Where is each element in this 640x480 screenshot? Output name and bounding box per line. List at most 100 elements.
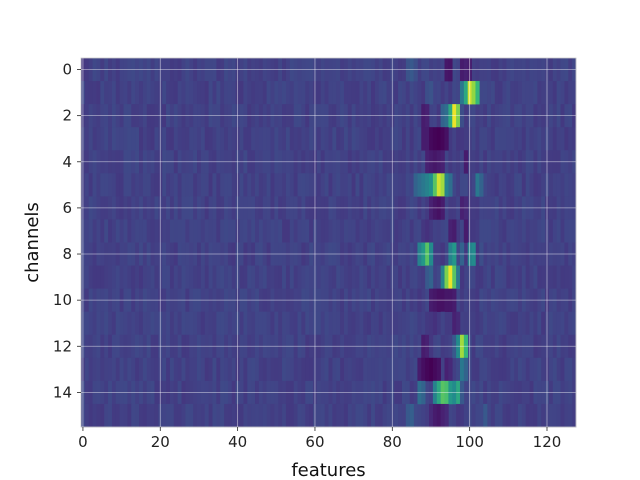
heatmap-cell <box>104 265 109 289</box>
heatmap-cell <box>278 311 283 336</box>
heatmap-cell <box>84 173 90 197</box>
heatmap-cell <box>367 357 372 382</box>
heatmap-cell <box>556 403 561 428</box>
heatmap-cell <box>185 219 190 243</box>
heatmap-cell <box>270 127 275 151</box>
y-tick-label: 4 <box>62 153 72 171</box>
heatmap-cell <box>564 219 569 243</box>
heatmap-cell <box>347 265 353 289</box>
heatmap-cell <box>444 219 449 243</box>
heatmap-cell <box>328 127 333 151</box>
heatmap-cell <box>332 357 337 382</box>
heatmap-cell <box>494 357 499 382</box>
heatmap-cell <box>506 265 511 289</box>
heatmap-cell <box>552 403 557 428</box>
heatmap-cell <box>332 219 337 243</box>
heatmap-cell <box>398 127 403 151</box>
heatmap-cell <box>227 265 233 289</box>
heatmap-cell <box>193 265 198 289</box>
heatmap-cell <box>309 127 314 151</box>
heatmap-cell <box>243 219 248 243</box>
heatmap-cell <box>340 173 345 197</box>
heatmap-cell <box>305 173 310 197</box>
heatmap-cell <box>394 265 399 289</box>
heatmap-cell <box>533 357 538 382</box>
heatmap-cell <box>309 311 314 336</box>
heatmap-cell <box>289 357 294 382</box>
heatmap-cell <box>351 403 356 428</box>
heatmap-cell <box>502 357 507 382</box>
heatmap-cell <box>537 265 542 289</box>
heatmap-cell <box>564 265 569 289</box>
heatmap-cell <box>243 127 248 151</box>
heatmap-cell <box>359 357 364 382</box>
heatmap-cell <box>255 311 260 336</box>
heatmap-cell <box>533 173 538 197</box>
heatmap-cell <box>305 81 310 105</box>
heatmap-cell <box>340 127 345 151</box>
heatmap-cell <box>162 219 167 243</box>
heatmap-cell <box>490 311 496 336</box>
heatmap-cell <box>142 81 148 105</box>
heatmap-cell <box>351 173 356 197</box>
heatmap-cell <box>266 357 271 382</box>
heatmap-cell <box>139 357 144 382</box>
heatmap-cell <box>355 81 360 105</box>
heatmap-cell <box>568 311 573 336</box>
heatmap-cell <box>548 127 554 151</box>
heatmap-cell <box>258 173 264 197</box>
heatmap-cell <box>181 173 186 197</box>
heatmap-cell <box>285 81 291 105</box>
heatmap-cell <box>185 311 190 336</box>
heatmap-cell <box>84 311 90 336</box>
heatmap-cell <box>119 81 124 105</box>
heatmap-cell <box>552 357 557 382</box>
heatmap-cell <box>96 357 101 382</box>
heatmap-cell <box>413 219 418 243</box>
heatmap-hot-cell <box>444 265 449 289</box>
heatmap-cell <box>274 265 279 289</box>
heatmap-cell <box>548 403 554 428</box>
heatmap-cell <box>239 173 244 197</box>
heatmap-cell <box>483 173 488 197</box>
heatmap-cell <box>108 219 113 243</box>
heatmap-cell <box>448 311 453 336</box>
heatmap-cell <box>255 173 260 197</box>
heatmap-cell <box>463 127 469 151</box>
heatmap-cell <box>111 403 117 428</box>
heatmap-cell <box>123 357 128 382</box>
heatmap-hot-cell <box>417 173 422 197</box>
heatmap-cell <box>413 357 418 382</box>
heatmap-cell <box>324 311 329 336</box>
heatmap-cell <box>386 173 391 197</box>
heatmap-cell <box>378 219 383 243</box>
heatmap-cell <box>255 265 260 289</box>
heatmap-cell <box>282 173 287 197</box>
heatmap-cell <box>529 357 534 382</box>
heatmap-cell <box>92 357 97 382</box>
heatmap-cell <box>363 81 368 105</box>
heatmap-cell <box>131 357 136 382</box>
heatmap-cell <box>572 81 577 105</box>
heatmap-cell <box>502 219 507 243</box>
heatmap-cell <box>479 311 484 336</box>
heatmap-cell <box>111 311 117 336</box>
heatmap-cell <box>92 311 97 336</box>
heatmap-cell <box>100 173 105 197</box>
heatmap-cell <box>347 311 353 336</box>
heatmap-cell <box>173 311 178 336</box>
heatmap-cell <box>224 173 229 197</box>
heatmap-cell <box>301 403 306 428</box>
heatmap-cell <box>452 127 457 151</box>
heatmap-cell <box>204 219 209 243</box>
heatmap-cell <box>274 357 279 382</box>
heatmap-cell <box>436 219 441 243</box>
heatmap-cell <box>239 265 244 289</box>
heatmap-cell <box>401 219 407 243</box>
heatmap-cell <box>278 173 283 197</box>
heatmap-cell <box>371 81 376 105</box>
heatmap-cell <box>251 311 256 336</box>
heatmap-cell <box>139 127 144 151</box>
heatmap-cell <box>425 311 430 336</box>
heatmap-cell <box>84 357 90 382</box>
